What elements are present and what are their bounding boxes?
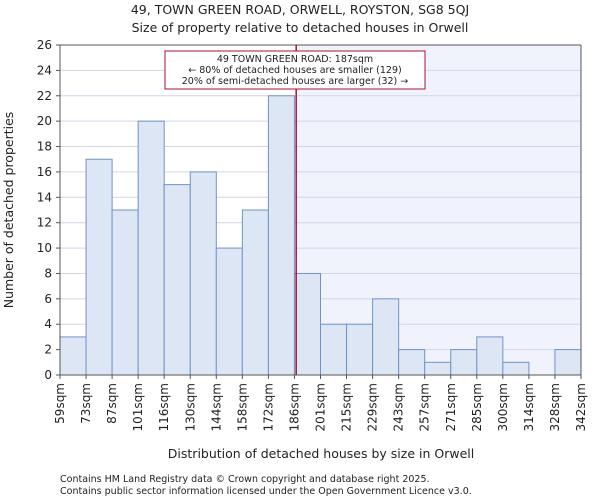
y-tick-label: 16 bbox=[37, 165, 52, 179]
x-tick-label: 328sqm bbox=[548, 383, 562, 431]
y-tick-label: 4 bbox=[44, 317, 52, 331]
y-tick-label: 10 bbox=[37, 241, 52, 255]
x-tick-label: 130sqm bbox=[183, 383, 197, 431]
y-tick-label: 6 bbox=[44, 292, 52, 306]
x-tick-label: 87sqm bbox=[105, 383, 119, 424]
y-tick-label: 18 bbox=[37, 140, 52, 154]
y-tick-label: 24 bbox=[37, 63, 52, 77]
bar bbox=[85, 158, 113, 376]
x-tick-label: 172sqm bbox=[261, 383, 275, 431]
annotation-box bbox=[164, 50, 426, 90]
bar bbox=[372, 298, 400, 376]
x-tick-label: 158sqm bbox=[235, 383, 249, 431]
chart-title-line1: 49, TOWN GREEN ROAD, ORWELL, ROYSTON, SG… bbox=[131, 2, 469, 17]
x-tick-label: 59sqm bbox=[53, 383, 67, 424]
x-tick-label: 116sqm bbox=[157, 383, 171, 431]
footer-line2: Contains public sector information licen… bbox=[60, 486, 472, 497]
y-tick-label: 20 bbox=[37, 114, 52, 128]
y-tick-label: 12 bbox=[37, 216, 52, 230]
y-tick-label: 2 bbox=[44, 343, 52, 357]
x-tick-label: 101sqm bbox=[131, 383, 145, 431]
x-tick-label: 229sqm bbox=[366, 383, 380, 431]
x-tick-label: 300sqm bbox=[496, 383, 510, 431]
x-tick-label: 314sqm bbox=[522, 383, 536, 431]
y-axis-label: Number of detached properties bbox=[1, 112, 16, 309]
annotation-line3: 20% of semi-detached houses are larger (… bbox=[182, 76, 409, 87]
y-tick-label: 22 bbox=[37, 89, 52, 103]
x-tick-label: 243sqm bbox=[392, 383, 406, 431]
x-tick-label: 342sqm bbox=[574, 383, 588, 431]
y-tick-label: 0 bbox=[44, 368, 52, 382]
annotation-line1: 49 TOWN GREEN ROAD: 187sqm bbox=[217, 54, 373, 65]
bar bbox=[111, 209, 139, 376]
y-tick-label: 14 bbox=[37, 190, 52, 204]
bar bbox=[398, 349, 426, 376]
bar bbox=[137, 120, 165, 376]
bar bbox=[554, 349, 582, 376]
y-tick-label: 8 bbox=[44, 266, 52, 280]
footer-line1: Contains HM Land Registry data © Crown c… bbox=[60, 474, 430, 485]
bar bbox=[293, 272, 322, 376]
y-tick-label: 26 bbox=[37, 38, 52, 52]
bar bbox=[450, 349, 478, 376]
chart-title-line2: Size of property relative to detached ho… bbox=[132, 20, 469, 35]
x-tick-label: 73sqm bbox=[79, 383, 93, 424]
highlight-region bbox=[296, 45, 581, 375]
x-tick-label: 186sqm bbox=[287, 383, 301, 431]
x-tick-label: 285sqm bbox=[470, 383, 484, 431]
x-tick-label: 144sqm bbox=[209, 383, 223, 431]
bar bbox=[502, 361, 530, 376]
x-tick-label: 257sqm bbox=[418, 383, 432, 431]
x-tick-label: 215sqm bbox=[340, 383, 354, 431]
x-tick-label: 201sqm bbox=[314, 383, 328, 431]
annotation-line2: ← 80% of detached houses are smaller (12… bbox=[188, 65, 401, 76]
bar bbox=[320, 323, 348, 376]
bar bbox=[59, 336, 87, 376]
bar bbox=[163, 184, 191, 376]
bar bbox=[424, 361, 452, 376]
bar bbox=[346, 323, 374, 376]
bar bbox=[476, 336, 504, 376]
bar bbox=[241, 209, 269, 376]
bar bbox=[267, 95, 295, 376]
bar bbox=[215, 247, 243, 376]
x-axis-label: Distribution of detached houses by size … bbox=[168, 446, 474, 461]
bar bbox=[189, 171, 217, 376]
x-tick-label: 271sqm bbox=[444, 383, 458, 431]
